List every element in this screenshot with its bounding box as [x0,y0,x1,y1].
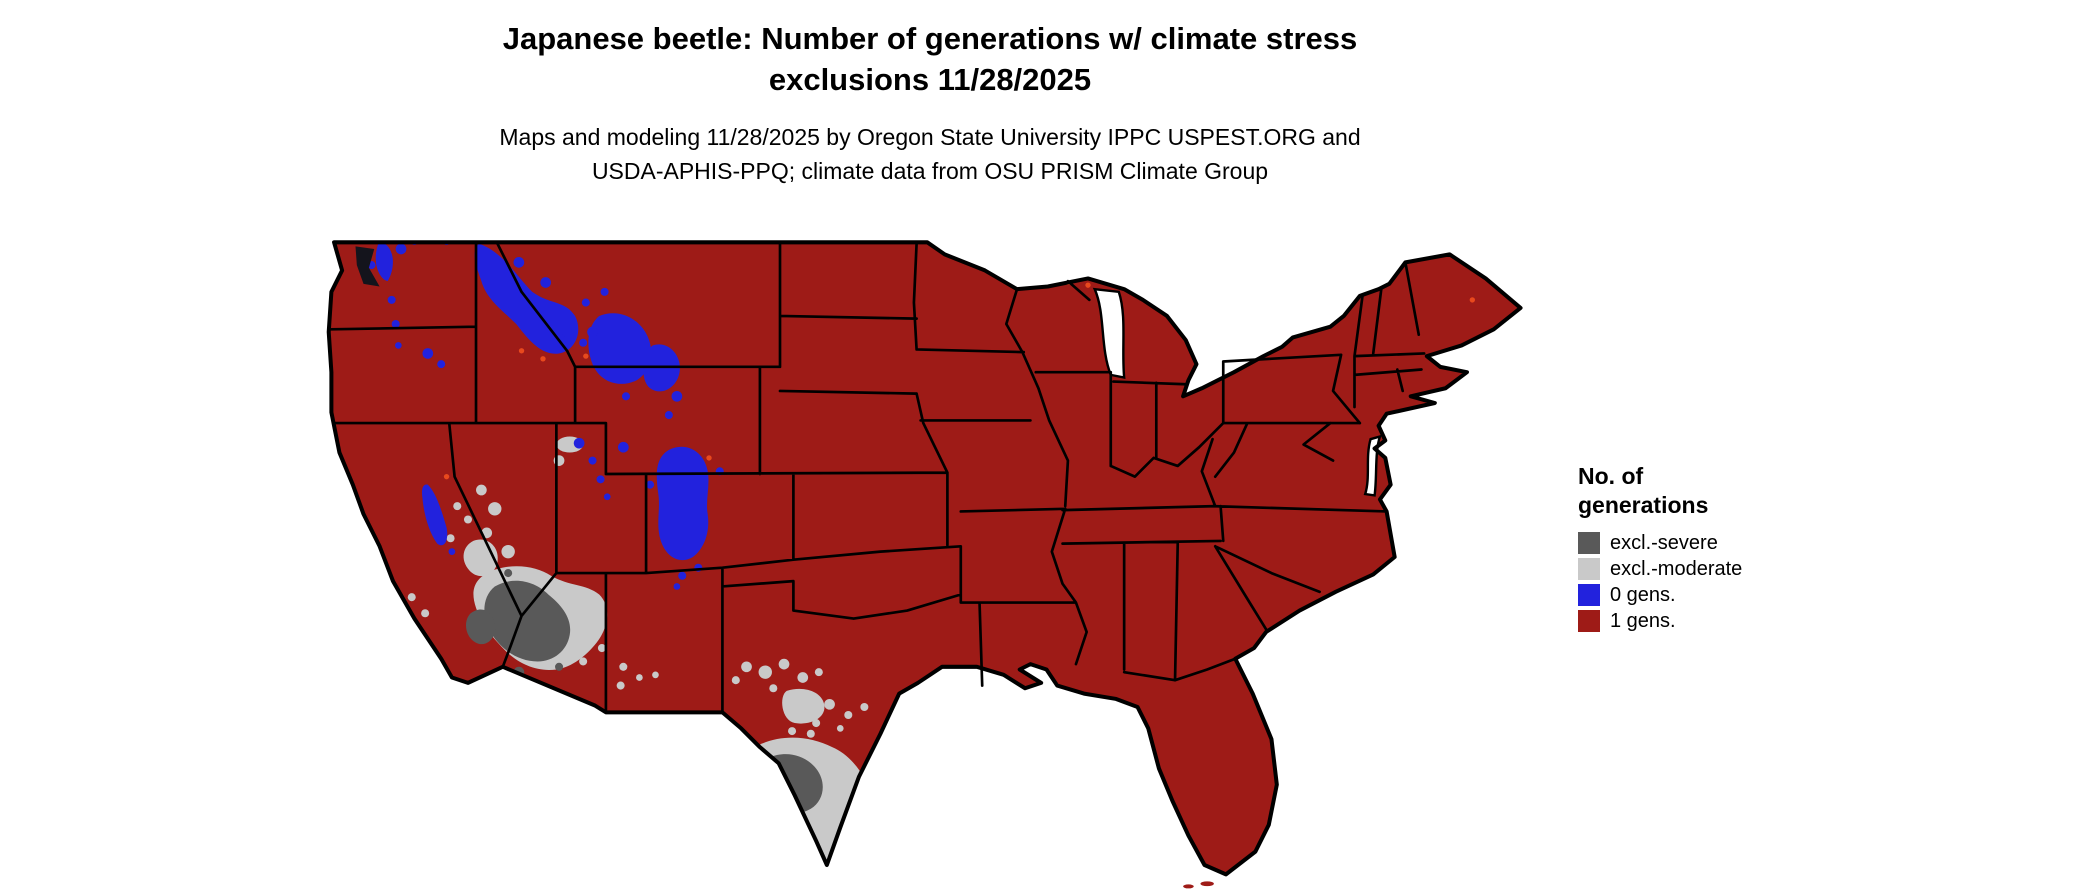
page-title-line2: exclusions 11/28/2025 [768,62,1092,97]
florida-keys [1183,881,1214,889]
page-title: Japanese beetle: Number of generations w… [250,18,1610,100]
lake-michigan [1092,287,1126,380]
map-legend: No. of generations excl.-severe excl.-mo… [1578,462,1858,634]
legend-items: excl.-severe excl.-moderate 0 gens. 1 ge… [1578,530,1858,634]
legend-title-line2: generations [1578,492,1709,518]
legend-item-excl-severe: excl.-severe [1578,530,1858,556]
state-borders [330,242,1426,714]
legend-swatch-zero-gens [1578,584,1600,606]
page-subtitle-line2: USDA-APHIS-PPQ; climate data from OSU PR… [591,158,1269,184]
legend-swatch-one-gen [1578,610,1600,632]
puget-sound [355,246,380,287]
legend-swatch-excl-moderate [1578,558,1600,580]
legend-label-zero-gens: 0 gens. [1610,584,1676,606]
legend-label-excl-severe: excl.-severe [1610,532,1718,554]
legend-title: No. of generations [1578,462,1858,520]
legend-swatch-excl-severe [1578,532,1600,554]
map-base-one-gen [328,242,1521,875]
legend-item-zero-gens: 0 gens. [1578,582,1858,608]
us-map [318,222,1550,892]
legend-label-excl-moderate: excl.-moderate [1610,558,1743,580]
hot-specks [443,277,1476,480]
us-map-svg [326,240,1523,889]
page-title-line1: Japanese beetle: Number of generations w… [502,21,1358,56]
legend-item-one-gen: 1 gens. [1578,608,1858,634]
page-subtitle: Maps and modeling 11/28/2025 by Oregon S… [250,120,1610,188]
page-subtitle-line1: Maps and modeling 11/28/2025 by Oregon S… [499,124,1361,150]
legend-label-one-gen: 1 gens. [1610,610,1676,632]
us-outline [326,240,1523,877]
legend-title-line1: No. of [1578,463,1644,489]
legend-item-excl-moderate: excl.-moderate [1578,556,1858,582]
